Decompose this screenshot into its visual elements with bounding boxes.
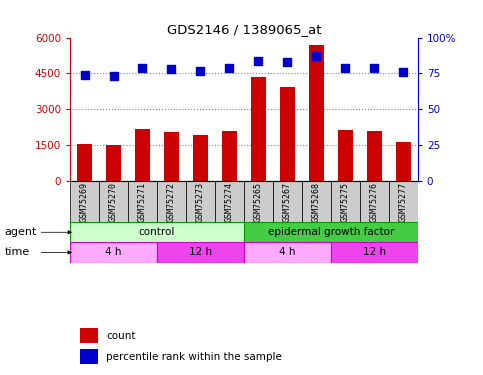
Text: epidermal growth factor: epidermal growth factor	[268, 227, 394, 237]
Bar	[164, 132, 179, 182]
Title: GDS2146 / 1389065_at: GDS2146 / 1389065_at	[167, 23, 321, 36]
Bar	[273, 182, 302, 222]
Point	[370, 65, 378, 71]
Point	[139, 65, 146, 71]
Text: GSM75272: GSM75272	[167, 182, 176, 222]
Bar	[70, 182, 99, 222]
Text: control: control	[139, 227, 175, 237]
Bar	[222, 131, 237, 182]
Text: GSM75269: GSM75269	[80, 182, 89, 222]
Bar	[251, 77, 266, 182]
Bar	[396, 142, 411, 182]
Bar	[99, 182, 128, 222]
Text: GSM75270: GSM75270	[109, 182, 118, 222]
Bar	[331, 242, 418, 262]
Text: GSM75267: GSM75267	[283, 182, 292, 222]
Text: time: time	[5, 248, 30, 257]
Bar	[157, 182, 186, 222]
Bar	[389, 182, 418, 222]
Text: 12 h: 12 h	[363, 248, 386, 257]
Bar	[186, 182, 215, 222]
Text: GSM75271: GSM75271	[138, 182, 147, 222]
Bar	[77, 144, 92, 182]
Point	[341, 65, 349, 71]
Bar	[80, 328, 98, 344]
Point	[399, 69, 407, 75]
Point	[110, 74, 117, 80]
Bar	[244, 182, 273, 222]
Bar	[367, 131, 382, 182]
Text: 4 h: 4 h	[105, 248, 122, 257]
Bar	[331, 182, 360, 222]
Bar	[70, 242, 157, 262]
Bar	[193, 135, 208, 182]
Bar	[128, 182, 157, 222]
Bar	[106, 146, 121, 182]
Text: 4 h: 4 h	[279, 248, 296, 257]
Bar	[215, 182, 244, 222]
Bar	[360, 182, 389, 222]
Bar	[309, 45, 324, 182]
Bar	[302, 182, 331, 222]
Bar	[244, 222, 418, 242]
Point	[81, 72, 88, 78]
Text: agent: agent	[5, 227, 37, 237]
Text: GSM75265: GSM75265	[254, 182, 263, 222]
Text: GSM75276: GSM75276	[370, 182, 379, 222]
Bar	[244, 242, 331, 262]
Bar	[338, 130, 353, 182]
Point	[284, 59, 291, 65]
Text: GSM75273: GSM75273	[196, 182, 205, 222]
Point	[255, 57, 262, 63]
Text: percentile rank within the sample: percentile rank within the sample	[106, 351, 282, 361]
Text: GSM75274: GSM75274	[225, 182, 234, 222]
Text: count: count	[106, 330, 136, 340]
Bar	[280, 87, 295, 182]
Bar	[135, 129, 150, 182]
Bar	[70, 222, 244, 242]
Text: GSM75268: GSM75268	[312, 182, 321, 222]
Point	[313, 53, 320, 59]
Text: 12 h: 12 h	[189, 248, 212, 257]
Point	[197, 68, 204, 74]
Bar	[157, 242, 244, 262]
Bar	[80, 349, 98, 364]
Text: GSM75277: GSM75277	[399, 182, 408, 222]
Text: GSM75275: GSM75275	[341, 182, 350, 222]
Point	[226, 65, 233, 71]
Point	[168, 66, 175, 72]
